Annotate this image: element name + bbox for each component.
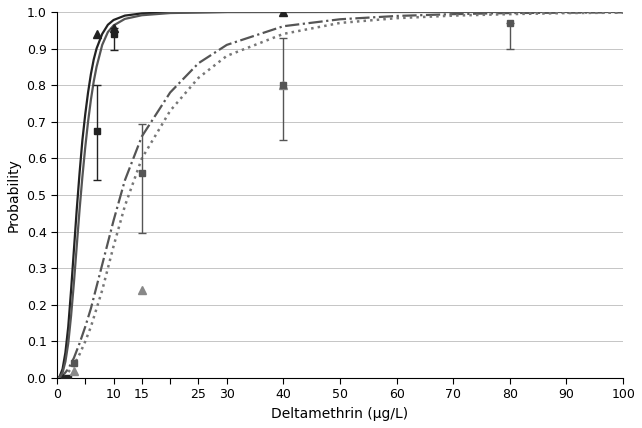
X-axis label: Deltamethrin (μg/L): Deltamethrin (μg/L): [272, 407, 408, 421]
Y-axis label: Probability: Probability: [7, 158, 21, 232]
